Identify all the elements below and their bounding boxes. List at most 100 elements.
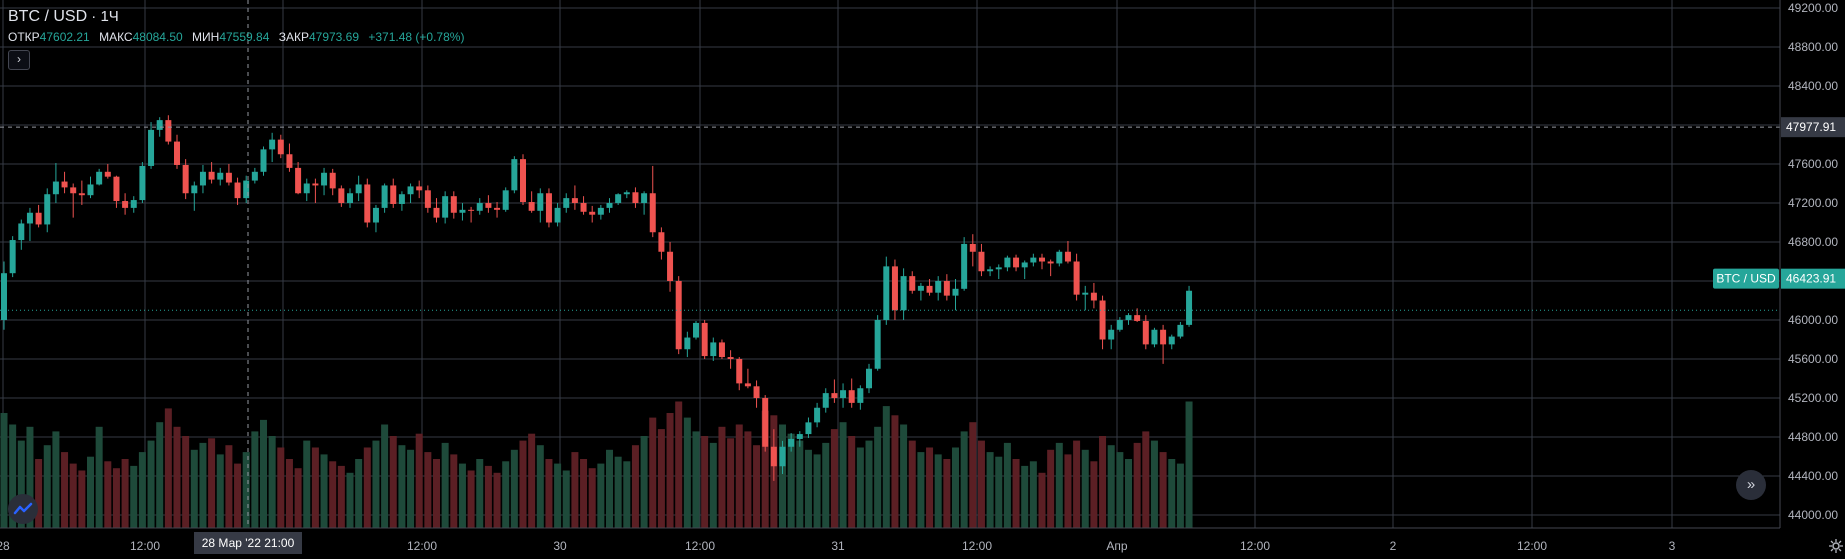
volume-bar [1116,452,1124,528]
candle-body [459,209,466,213]
time-tick-label: 12:00 [130,539,160,553]
volume-bar [433,459,440,528]
candle-body [909,276,916,291]
candle-body [814,407,821,423]
price-tick-label: 49200.00 [1788,1,1838,15]
volume-bar [1073,440,1081,528]
candle-body [580,203,587,212]
volume-bar [69,463,77,528]
volume-bar [147,440,155,528]
volume-bar [917,452,925,528]
double-chevron-right-icon: » [1746,476,1756,493]
candle-body [840,390,847,398]
candle-body [225,172,232,183]
volume-bar [285,459,293,528]
symbol-legend[interactable]: BTC / USD · 1Ч [8,8,119,26]
volume-bar [1159,452,1167,528]
volume-bar [450,454,458,528]
volume-bar [268,436,276,528]
candles [1,115,1193,481]
time-tick-label: 12:00 [962,539,992,553]
candle-body [891,266,898,311]
volume-bar [813,454,821,528]
candle-body [1090,292,1097,301]
candle-body [139,165,146,201]
candle-body [667,251,674,281]
volume-bar [779,424,786,528]
candle-body [61,181,68,188]
candle-body [35,212,42,225]
candle-body [917,285,924,291]
volume-bar [657,429,665,528]
settings-button[interactable] [1828,538,1844,554]
time-tick-label: 2 [1390,539,1397,553]
ohlc-values: ОТКР47602.21 МАКС48084.50 МИН47559.84 ЗА… [8,30,464,44]
volume-bar [562,470,570,528]
candle-body [1064,251,1071,262]
candle-body [1013,257,1020,268]
legend-expand-button[interactable]: › [8,50,30,70]
candle-body [407,186,414,195]
scroll-to-realtime-button[interactable]: » [1736,470,1766,500]
candle-body [485,203,492,208]
volume-bar [675,401,683,528]
high-label: МАКС [99,30,133,44]
volume-bar [1176,463,1184,528]
candle-body [338,188,345,203]
candle-body [251,171,258,181]
time-tick-label: 12:00 [1517,539,1547,553]
volume-bar [804,449,812,528]
volume-bar [1012,459,1020,528]
volume-bar [519,440,527,528]
volume-bar [735,424,743,528]
candle-body [303,183,310,194]
volume-bar [234,463,242,528]
volume-bar [458,463,466,528]
candle-body [710,342,717,357]
volume-bar [121,459,129,528]
price-tick-label: 45600.00 [1788,352,1838,366]
volume-bar [311,447,319,528]
volume-bar [952,447,959,528]
candle-body [545,193,552,223]
volume-bar [61,452,69,528]
volume-bar [830,429,838,528]
time-tick-label: 12:00 [407,539,437,553]
volume-bar [597,463,605,528]
candle-body [926,285,933,293]
candle-body [693,322,699,338]
volume-bar [727,438,735,528]
candle-body [148,129,155,166]
tradingview-logo-icon[interactable] [8,494,38,524]
candle-body [969,243,976,252]
price-tick-label: 48800.00 [1788,40,1838,54]
symbol-tag-label: BTC / USD [1716,272,1776,286]
candle-body [796,434,803,439]
volume-bar [744,431,752,528]
candle-body [494,207,501,210]
candle-body [156,120,163,130]
candle-body [727,357,734,359]
volume-bar [848,436,856,528]
candle-body [286,154,293,168]
candle-body [9,240,16,274]
volume-bar [882,406,890,528]
volume-bar [666,413,674,528]
candle-body [528,202,535,211]
time-tick-label: 31 [831,539,845,553]
candle-body [165,120,172,142]
high-value: 48084.50 [132,30,183,44]
volume-bar [294,468,302,528]
chart-grid [0,0,1780,528]
volume-bar [476,459,484,528]
volume-bar [346,472,354,528]
volume-bar [381,424,389,528]
volume-bar [701,436,709,528]
time-scale: 2812:002912:003012:003112:00Апр12:00212:… [0,527,1780,554]
volume-bar [649,417,657,528]
candle-body [987,269,994,272]
candle-body [277,139,284,155]
volume-bar [536,445,544,528]
candle-body [1116,320,1123,330]
